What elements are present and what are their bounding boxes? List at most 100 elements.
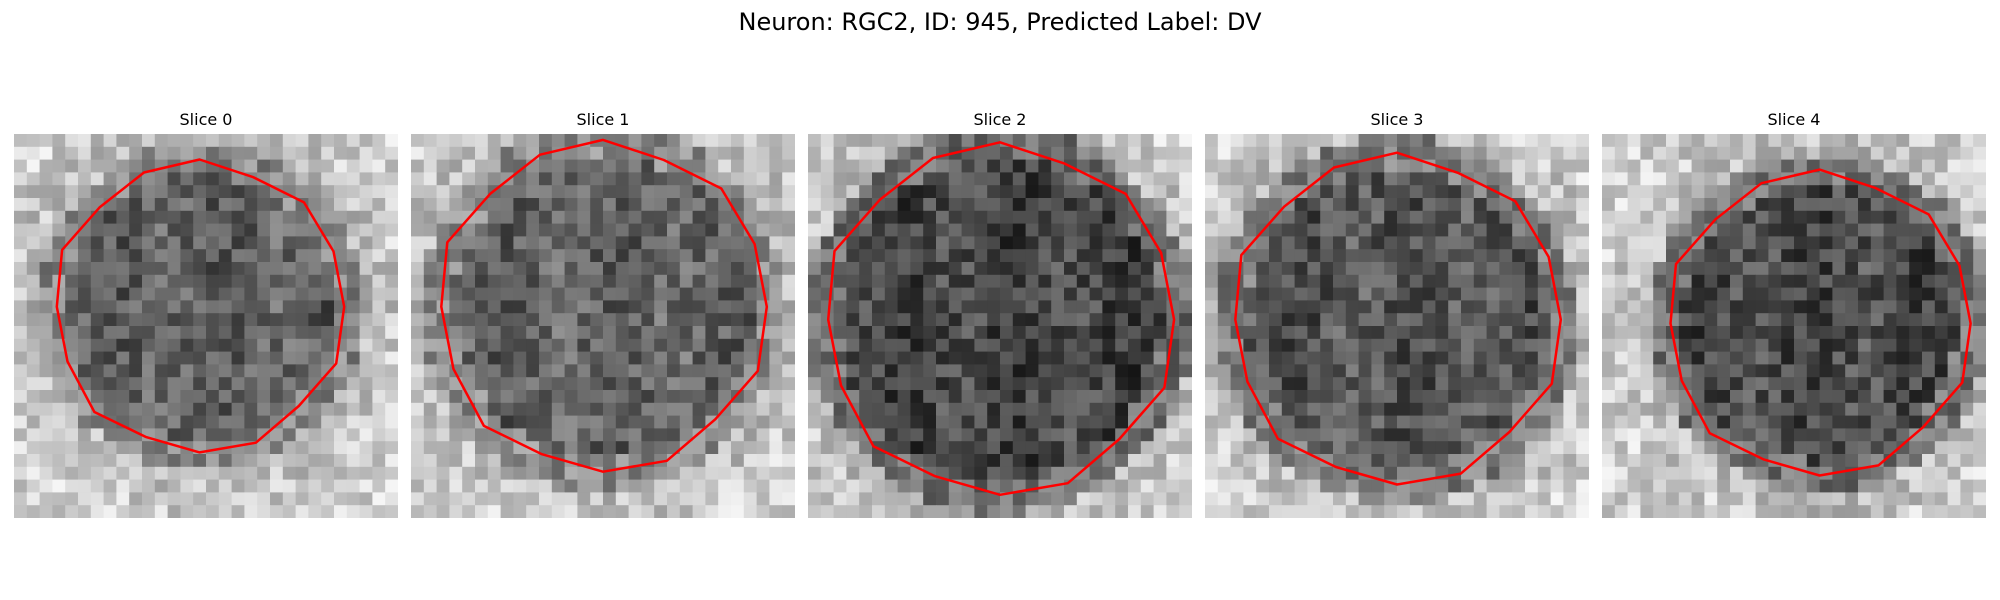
image-pixel: [948, 313, 962, 327]
image-pixel: [1960, 415, 1974, 429]
image-pixel: [1012, 236, 1026, 250]
image-pixel: [1525, 274, 1539, 288]
image-pixel: [1832, 210, 1846, 224]
image-pixel: [218, 134, 232, 148]
image-pixel: [1934, 492, 1948, 506]
image-pixel: [1012, 454, 1026, 468]
image-pixel: [1217, 134, 1231, 148]
image-pixel: [948, 326, 962, 340]
image-pixel: [308, 274, 322, 288]
image-pixel: [1230, 274, 1244, 288]
image-pixel: [1870, 364, 1884, 378]
image-pixel: [1448, 377, 1462, 391]
image-pixel: [39, 377, 53, 391]
image-pixel: [90, 313, 104, 327]
image-pixel: [14, 479, 28, 493]
image-pixel: [731, 415, 745, 429]
image-pixel: [603, 262, 617, 276]
image-pixel: [154, 402, 168, 416]
image-pixel: [1038, 454, 1052, 468]
image-pixel: [1870, 146, 1884, 160]
image-pixel: [257, 402, 271, 416]
image-pixel: [1281, 505, 1295, 518]
image-pixel: [1345, 262, 1359, 276]
image-pixel: [718, 262, 732, 276]
image-pixel: [564, 236, 578, 250]
image-pixel: [1333, 351, 1347, 365]
image-pixel: [39, 146, 53, 160]
image-pixel: [1064, 287, 1078, 301]
image-pixel: [1102, 415, 1116, 429]
image-pixel: [820, 505, 834, 518]
image-pixel: [1909, 134, 1923, 148]
image-pixel: [78, 479, 92, 493]
image-pixel: [692, 146, 706, 160]
image-pixel: [577, 236, 591, 250]
image-pixel: [142, 249, 156, 263]
image-pixel: [436, 172, 450, 186]
image-pixel: [705, 313, 719, 327]
slice-image-3: [1205, 134, 1589, 518]
image-pixel: [423, 236, 437, 250]
image-pixel: [551, 326, 565, 340]
image-pixel: [1576, 428, 1589, 442]
image-pixel: [257, 390, 271, 404]
image-pixel: [334, 377, 348, 391]
image-pixel: [90, 236, 104, 250]
image-pixel: [116, 210, 130, 224]
image-pixel: [1307, 505, 1321, 518]
image-pixel: [551, 338, 565, 352]
image-pixel: [1345, 198, 1359, 212]
image-pixel: [539, 236, 553, 250]
image-pixel: [295, 223, 309, 237]
image-pixel: [142, 274, 156, 288]
image-pixel: [769, 274, 783, 288]
image-pixel: [436, 454, 450, 468]
image-pixel: [1806, 428, 1820, 442]
image-pixel: [1806, 146, 1820, 160]
image-pixel: [1230, 210, 1244, 224]
image-pixel: [436, 210, 450, 224]
image-pixel: [1230, 262, 1244, 276]
image-pixel: [756, 364, 770, 378]
image-pixel: [628, 198, 642, 212]
image-pixel: [1537, 313, 1551, 327]
image-pixel: [1794, 428, 1808, 442]
image-pixel: [1089, 185, 1103, 199]
image-pixel: [628, 364, 642, 378]
image-pixel: [1205, 249, 1219, 263]
image-pixel: [1179, 377, 1192, 391]
image-pixel: [667, 505, 681, 518]
image-pixel: [641, 223, 655, 237]
image-pixel: [1832, 377, 1846, 391]
image-pixel: [487, 492, 501, 506]
image-pixel: [974, 262, 988, 276]
image-pixel: [423, 146, 437, 160]
image-pixel: [1422, 390, 1436, 404]
image-pixel: [820, 236, 834, 250]
image-pixel: [1768, 351, 1782, 365]
image-pixel: [948, 402, 962, 416]
image-pixel: [78, 262, 92, 276]
image-pixel: [1768, 428, 1782, 442]
image-pixel: [564, 198, 578, 212]
image-pixel: [1512, 223, 1526, 237]
image-pixel: [1730, 287, 1744, 301]
image-pixel: [1563, 300, 1577, 314]
image-pixel: [1858, 274, 1872, 288]
image-pixel: [1448, 172, 1462, 186]
image-pixel: [65, 262, 79, 276]
image-pixel: [180, 185, 194, 199]
image-pixel: [756, 428, 770, 442]
image-pixel: [743, 441, 757, 455]
image-pixel: [462, 146, 476, 160]
image-pixel: [52, 185, 66, 199]
image-pixel: [1973, 338, 1986, 352]
image-pixel: [103, 454, 117, 468]
image-pixel: [884, 377, 898, 391]
image-pixel: [692, 492, 706, 506]
image-pixel: [1525, 454, 1539, 468]
image-pixel: [948, 505, 962, 518]
image-pixel: [1602, 134, 1616, 148]
image-pixel: [808, 249, 822, 263]
